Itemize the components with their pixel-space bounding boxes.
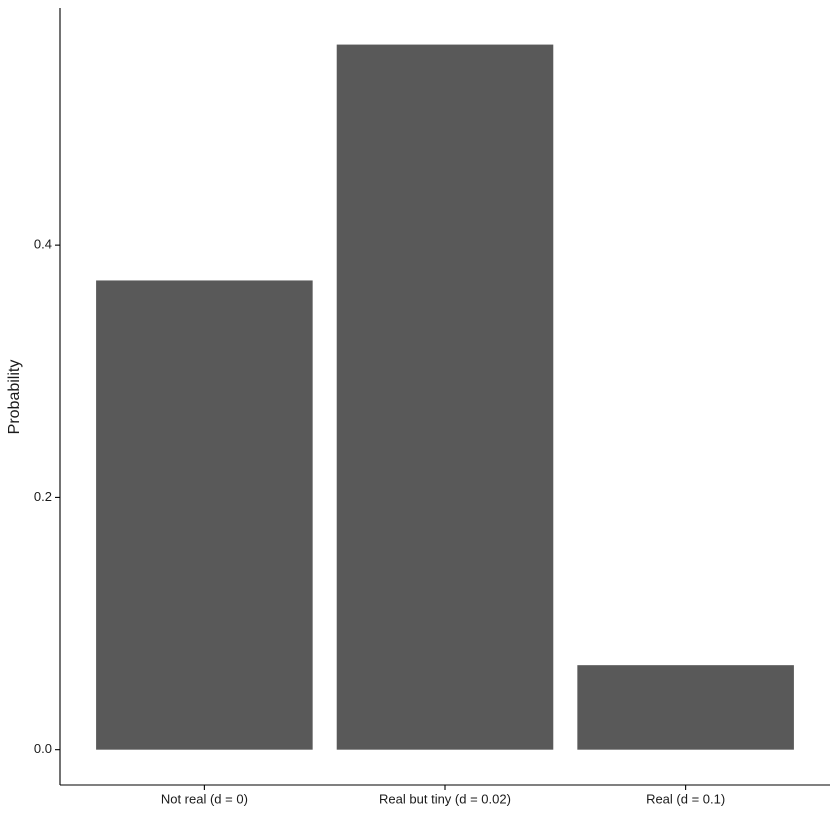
bar: [336, 44, 554, 750]
x-tick-label: Real but tiny (d = 0.02): [379, 791, 511, 806]
y-tick-label: 0.4: [34, 237, 52, 252]
x-tick-label: Real (d = 0.1): [646, 791, 725, 806]
y-tick-label: 0.2: [34, 489, 52, 504]
y-axis-title: Probability: [6, 360, 23, 435]
y-tick-label: 0.0: [34, 741, 52, 756]
x-tick-label: Not real (d = 0): [161, 791, 248, 806]
bar: [577, 665, 794, 750]
bar: [96, 280, 313, 750]
